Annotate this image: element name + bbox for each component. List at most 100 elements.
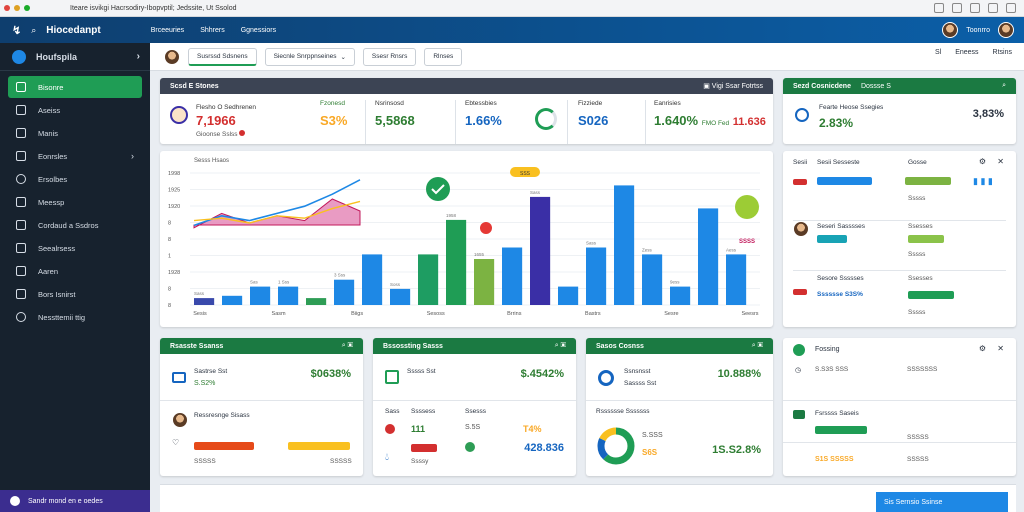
kpi-card[interactable]: Ebtessbies 1.66% <box>465 100 565 140</box>
sidebar-item-dashboard[interactable]: Bisonre <box>8 76 142 98</box>
drop-icon: 💧︎ <box>385 452 389 463</box>
address-bar[interactable]: Iteare isvikgi Hacrsodiry-Ibopvptil; Jed… <box>70 4 237 12</box>
info-icon[interactable] <box>934 3 944 13</box>
search-icon[interactable]: ⌕ <box>1002 82 1006 89</box>
search-icon[interactable]: ⌕ ▣ <box>554 342 566 349</box>
wallet-icon <box>16 243 26 253</box>
chevron-right-icon[interactable]: › <box>136 51 140 62</box>
doctor-avatar <box>172 412 188 428</box>
chart-bar <box>502 247 523 305</box>
card-header: Sasos Cosnss ⌕ ▣ <box>586 338 773 354</box>
minimize-dot[interactable] <box>14 5 20 11</box>
heart-icon: ♡ <box>172 438 180 447</box>
tab-roles[interactable]: Rlnses <box>424 47 463 66</box>
tab-statistics[interactable]: Siecnle Snrppnseines ⌄ <box>264 47 355 66</box>
footer-action-button[interactable]: Sis Sernsio Ssinse <box>876 492 1008 512</box>
sidebar-item-reports[interactable]: Bors Isnirst <box>8 283 142 305</box>
donut-slice <box>597 427 635 465</box>
table-row[interactable]: Seseri Sasssses Ssesses Sssss <box>793 221 1006 271</box>
close-icon[interactable]: ✕ <box>997 157 1004 166</box>
clock-icon: ◷ <box>795 367 802 374</box>
close-icon[interactable]: ✕ <box>997 344 1004 353</box>
account-avatar[interactable] <box>998 22 1014 38</box>
row-sub: S.S2% <box>194 380 216 387</box>
search-icon[interactable]: ⌕ ▣ <box>341 342 353 349</box>
top-badge-label: SSS <box>520 171 531 177</box>
sidebar-item-records[interactable]: Cordaud a Ssdros <box>8 214 142 236</box>
maximize-dot[interactable] <box>24 5 30 11</box>
col-header: Sass <box>385 408 400 415</box>
tab-right-item[interactable]: Sl <box>934 49 942 56</box>
tab-label: Susrssd Sdsnens <box>197 52 248 60</box>
y-tick-label: 1920 <box>168 204 180 210</box>
x-tick-label: Sasm <box>272 311 286 317</box>
sidebar-item-staff[interactable]: Manis <box>8 122 142 144</box>
top-nav-item[interactable]: Shhrers <box>200 26 225 34</box>
right-badge-icon <box>735 195 759 219</box>
chevron-down-icon: ⌄ <box>340 53 346 61</box>
kpi-label: Nsrinsosd <box>375 100 404 107</box>
sidebar-item-departments[interactable]: Eonrsles › <box>8 145 142 167</box>
progress-bar <box>288 442 350 450</box>
sidebar-item-settings[interactable]: Nessttemii ttig <box>8 306 142 328</box>
search-icon[interactable]: ⌕ ▣ <box>751 342 763 349</box>
user-name[interactable]: Toonrro <box>966 26 990 34</box>
table-row[interactable]: Sssss ▮ ▮ ▮ <box>793 171 1006 221</box>
brand-logo-icon: ↯ <box>12 24 22 37</box>
x-tick-label: Biigs <box>351 311 363 317</box>
app-title: Hiocedanpt <box>46 24 101 36</box>
sidebar-item-billing[interactable]: Seealrsess <box>8 237 142 259</box>
checklist-icon <box>385 370 399 384</box>
user-avatar[interactable] <box>942 22 959 38</box>
medical-icon <box>598 370 614 386</box>
close-dot[interactable] <box>4 5 10 11</box>
kpi-card[interactable]: Flesho O Sedhrenen 7,1966 Gioonse Sslss <box>170 100 280 140</box>
sidebar-footer[interactable]: Sandr mond en e oedes <box>0 490 150 512</box>
star-icon[interactable] <box>988 3 998 13</box>
kpi-card[interactable]: Nsrinsosd 5,5868 <box>375 100 455 140</box>
sidebar-item-areas[interactable]: Aaren <box>8 260 142 282</box>
sidebar-item-patients[interactable]: Aseiss <box>8 99 142 121</box>
tab-label: Rlnses <box>433 53 454 60</box>
tab-reports[interactable]: Ssesr Rnsrs <box>362 47 417 66</box>
divider <box>783 400 1016 401</box>
kpi-value: 3,83% <box>972 108 1004 120</box>
extension-icon[interactable] <box>970 3 980 13</box>
panel-title: Scsd E Stones <box>170 82 219 90</box>
doctor-avatar <box>793 221 809 237</box>
status-icon <box>793 344 805 356</box>
kpi-panel: Scsd E Stones ▣ Vigi Ssar Fotrtss Flesho… <box>160 78 773 144</box>
row-sub: SSSSS <box>194 458 216 465</box>
kpi-card[interactable]: Fizziede S026 <box>578 100 648 140</box>
document-icon <box>16 289 26 299</box>
x-tick-label: Bastrs <box>585 311 601 317</box>
row-value: $0638% <box>310 368 351 380</box>
row-label: Fsrssss Saseis <box>815 410 859 417</box>
chart-bar <box>306 298 327 305</box>
table-header: Gosse <box>908 159 927 166</box>
sidebar-item-schedules[interactable]: Ersolbes <box>8 168 142 190</box>
profile-icon[interactable] <box>1006 3 1016 13</box>
gear-icon[interactable]: ⚙ <box>978 157 986 166</box>
status-dot <box>239 130 246 136</box>
search-icon[interactable]: ⌕ <box>31 24 37 35</box>
chart-bar <box>194 298 215 305</box>
tab-right-item[interactable]: Rtsins <box>992 49 1012 56</box>
gear-icon[interactable]: ⚙ <box>978 344 986 353</box>
card-icon <box>793 410 805 419</box>
top-nav-item[interactable]: Brceeuries <box>150 26 185 34</box>
tab-overview[interactable]: Susrssd Sdsnens <box>188 47 257 66</box>
kpi-label: Eanrisies <box>654 100 681 107</box>
sidebar-item-label: Eonrsles <box>38 151 68 161</box>
table-row[interactable]: Sesore Ssssses Ssesses Sssssse S3S% Ssss… <box>793 271 1006 321</box>
doctor-avatar <box>164 48 180 65</box>
panel-action[interactable]: ▣ Vigi Ssar Fotrtss <box>703 83 763 90</box>
block-icon[interactable] <box>952 3 962 13</box>
tab-right-item[interactable]: Eneess <box>955 49 979 56</box>
kpi-card[interactable]: Eanrisies 1.640% FMO Fed 11.636 <box>654 100 769 140</box>
row-sub: S1S SSSSS <box>815 456 854 463</box>
panel-title: Rsasste Ssanss <box>170 342 224 350</box>
chart-bar <box>642 254 663 305</box>
sidebar-item-messages[interactable]: Meessp <box>8 191 142 213</box>
top-nav-item[interactable]: Ggnessiors <box>240 26 277 34</box>
